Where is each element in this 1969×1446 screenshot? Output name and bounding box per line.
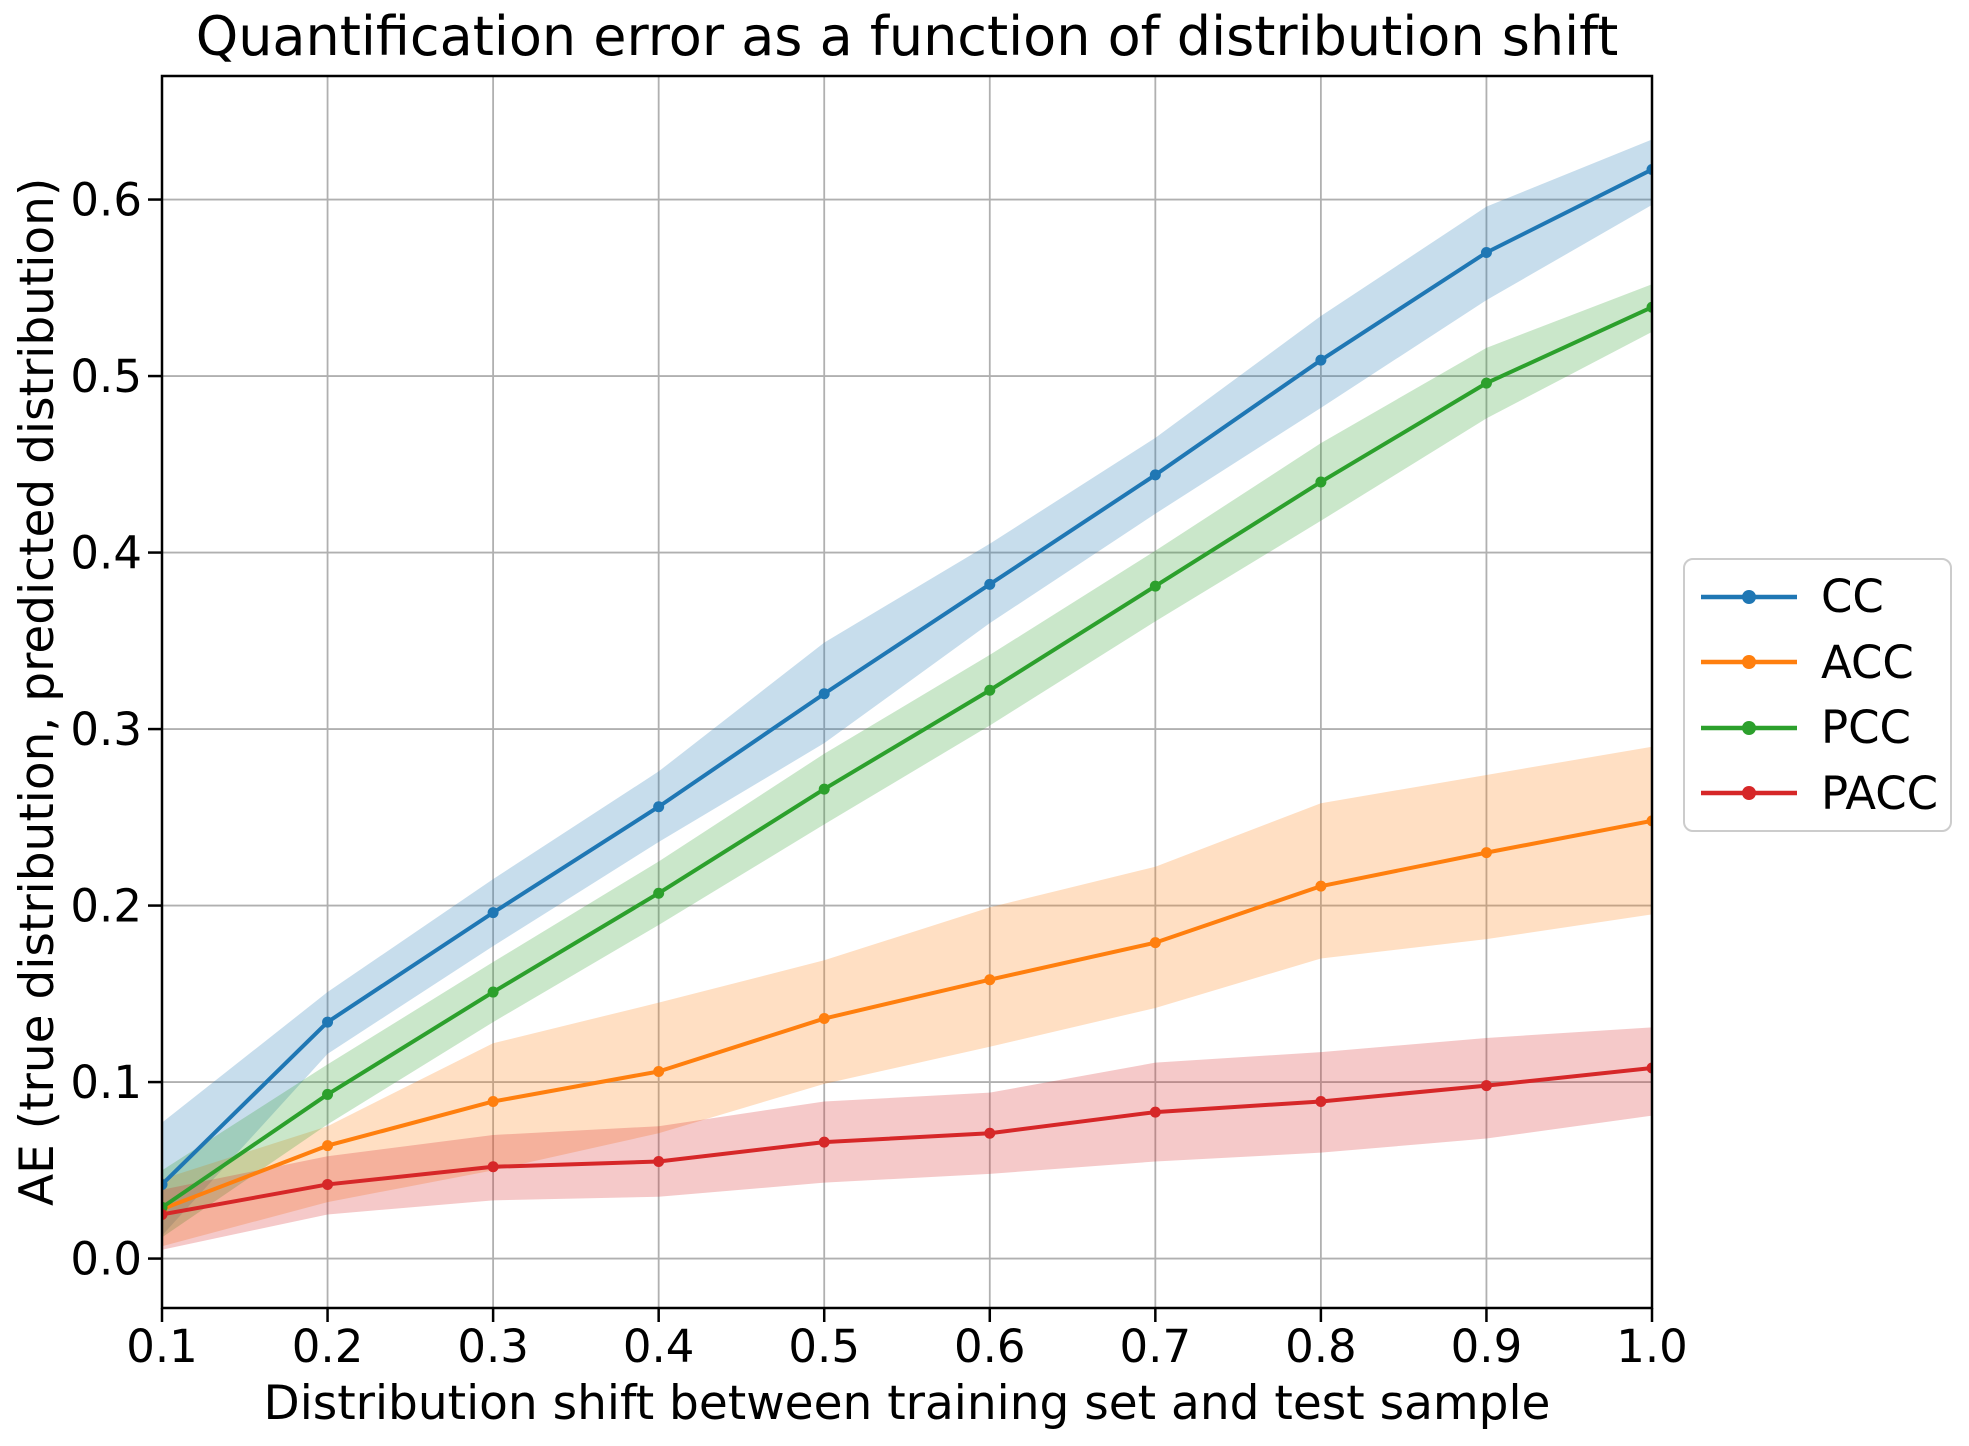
series-acc-line — [162, 818, 1652, 1212]
series-pcc-line — [162, 305, 1652, 1210]
data-point-marker — [818, 783, 830, 795]
data-point-marker — [1480, 1080, 1492, 1092]
series-pacc-line — [162, 1065, 1652, 1217]
legend-entry-pcc: PCC — [1685, 705, 1950, 750]
data-point-marker — [322, 1178, 334, 1190]
data-point-marker — [984, 684, 996, 696]
data-point-marker — [487, 986, 499, 998]
data-point-marker — [162, 1208, 168, 1220]
data-point-marker — [322, 1016, 334, 1028]
data-point-marker — [818, 1136, 830, 1148]
plot-border — [160, 74, 1654, 1310]
data-point-marker — [1315, 1095, 1327, 1107]
x-tick-label: 0.1 — [126, 1320, 198, 1373]
series-cc-band — [162, 139, 1652, 1236]
data-point-marker — [984, 974, 996, 986]
data-point-marker — [322, 1088, 334, 1100]
data-point-marker — [1315, 476, 1327, 488]
data-point-marker — [1646, 164, 1652, 176]
y-axis-label: AE (true distribution, predicted distrib… — [10, 177, 65, 1207]
y-tick-label: 0.3 — [70, 703, 142, 756]
data-point-marker — [1149, 469, 1161, 481]
legend-entry-acc: ACC — [1685, 640, 1950, 685]
data-point-marker — [487, 1161, 499, 1173]
x-tick-label: 0.2 — [292, 1320, 364, 1373]
x-tick-label: 0.7 — [1120, 1320, 1192, 1373]
data-point-marker — [1149, 580, 1161, 592]
series-layer — [162, 139, 1652, 1250]
y-tick-label: 0.5 — [70, 350, 142, 403]
data-point-marker — [818, 1013, 830, 1025]
x-tick-label: 0.5 — [788, 1320, 860, 1373]
legend-line-swatch — [1701, 786, 1797, 801]
data-point-marker — [487, 907, 499, 919]
y-tick-label: 0.0 — [70, 1233, 142, 1286]
x-tick-label: 0.8 — [1285, 1320, 1357, 1373]
series-cc-markers — [162, 164, 1652, 1190]
legend: CC ACC PCC PACC — [1683, 558, 1952, 832]
data-point-marker — [653, 1156, 665, 1168]
legend-label: PCC — [1821, 701, 1911, 755]
data-point-marker — [1480, 247, 1492, 259]
data-point-marker — [1315, 880, 1327, 892]
data-point-marker — [653, 1065, 665, 1077]
legend-line-swatch — [1701, 655, 1797, 670]
data-point-marker — [818, 688, 830, 700]
x-tick-label: 1.0 — [1616, 1320, 1688, 1373]
tick-labels: 0.1 0.2 0.3 0.4 0.5 0.6 0.7 0.8 0.9 1.0 0.0 0.1 0.2 0… — [70, 174, 1687, 1373]
legend-entry-cc: CC — [1685, 574, 1950, 619]
legend-label: CC — [1821, 570, 1884, 624]
y-tick-label: 0.6 — [70, 174, 142, 227]
legend-label: ACC — [1821, 635, 1914, 689]
legend-label: PACC — [1821, 766, 1939, 820]
data-point-marker — [984, 1127, 996, 1139]
data-point-marker — [162, 1178, 168, 1190]
x-tick-label: 0.6 — [954, 1320, 1026, 1373]
x-tick-label: 0.4 — [623, 1320, 695, 1373]
legend-line-swatch — [1701, 589, 1797, 604]
data-point-marker — [487, 1095, 499, 1107]
legend-entry-pacc: PACC — [1685, 771, 1950, 816]
data-point-marker — [1149, 937, 1161, 949]
chart-title: Quantification error as a function of di… — [195, 5, 1619, 68]
y-tick-label: 0.4 — [70, 527, 142, 580]
series-cc-line — [162, 167, 1652, 1186]
data-point-marker — [1646, 815, 1652, 827]
series-pacc-markers — [162, 1062, 1652, 1220]
data-point-marker — [653, 887, 665, 899]
data-point-marker — [1149, 1106, 1161, 1118]
x-tick-label: 0.3 — [457, 1320, 529, 1373]
data-point-marker — [1480, 847, 1492, 859]
ticks — [148, 198, 1654, 1322]
data-point-marker — [1480, 377, 1492, 389]
data-point-marker — [653, 801, 665, 813]
series-acc-band — [162, 746, 1652, 1247]
y-tick-label: 0.2 — [70, 880, 142, 933]
x-axis-label: Distribution shift between training set … — [263, 1376, 1551, 1431]
legend-line-swatch — [1701, 720, 1797, 735]
data-point-marker — [1646, 1062, 1652, 1074]
series-pcc-markers — [162, 301, 1652, 1213]
data-point-marker — [322, 1140, 334, 1152]
data-point-marker — [1315, 354, 1327, 366]
x-tick-label: 0.9 — [1451, 1320, 1523, 1373]
data-point-marker — [984, 578, 996, 590]
y-tick-label: 0.1 — [70, 1056, 142, 1109]
data-point-marker — [1646, 301, 1652, 313]
series-pcc-band — [162, 284, 1652, 1238]
